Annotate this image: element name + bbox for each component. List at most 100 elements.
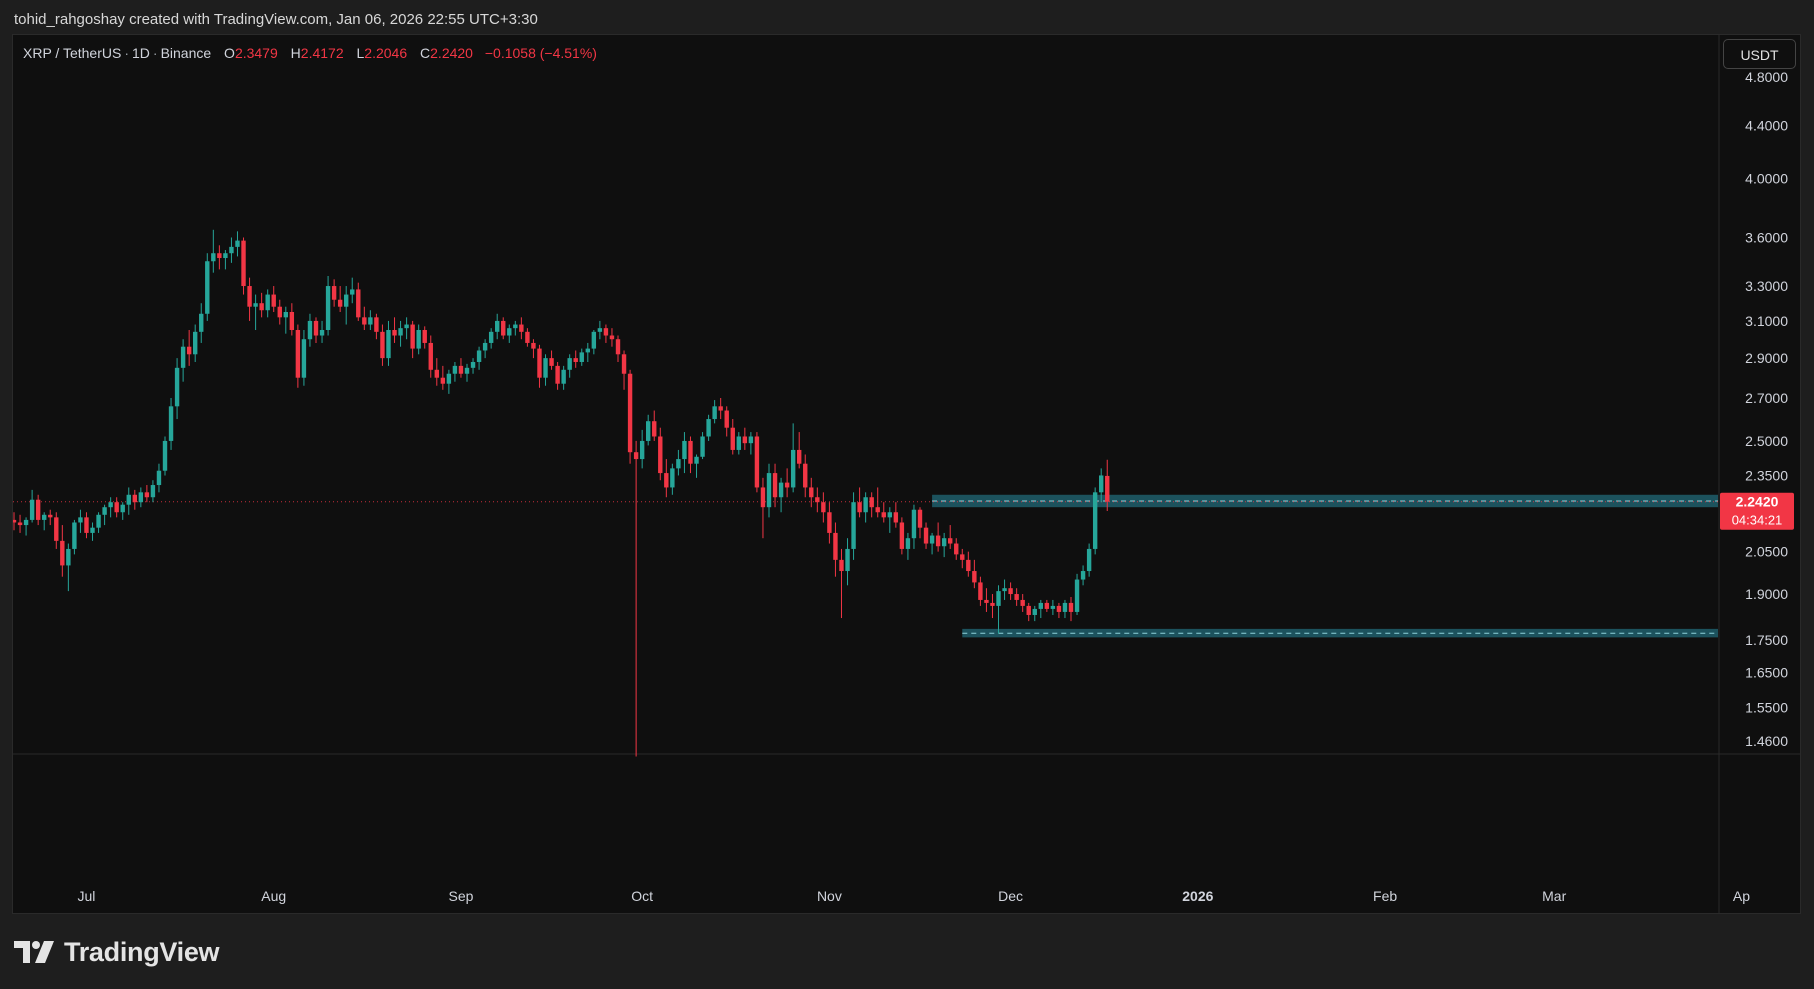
bearish-candle — [984, 588, 989, 612]
candle-body — [90, 527, 95, 533]
bearish-candle — [772, 463, 778, 508]
bearish-candle — [337, 286, 343, 312]
bullish-candle — [543, 354, 548, 386]
bearish-candle — [688, 436, 693, 474]
candle-body — [1014, 594, 1019, 600]
bearish-candle — [875, 487, 880, 518]
x-axis-tick-label: 2026 — [1182, 888, 1213, 904]
bearish-candle — [652, 410, 657, 441]
legend-close-value: 2.2420 — [430, 45, 473, 61]
candle-body — [954, 543, 959, 555]
candle-body — [676, 459, 681, 469]
bearish-candle — [658, 427, 663, 481]
bullish-candle — [199, 303, 204, 343]
bullish-candle — [1002, 579, 1007, 600]
candle-body — [718, 406, 723, 411]
candle-body — [380, 331, 385, 359]
candle-body — [301, 339, 307, 378]
candle-body — [398, 328, 403, 336]
candle-body — [482, 342, 488, 351]
candle-body — [652, 421, 657, 437]
candle-body — [253, 303, 258, 307]
bearish-candle — [13, 512, 17, 531]
candle-body — [736, 436, 741, 450]
candle-body — [476, 350, 482, 362]
chart-panel[interactable]: 4.8000 4.4000 4.0000 3.6000 3.3000 3.1000 2.90… — [12, 34, 1801, 914]
last-price-value: 2.2420 — [1736, 494, 1779, 510]
candle-body — [857, 502, 862, 513]
bearish-candle — [815, 487, 820, 513]
bullish-candle — [585, 342, 590, 362]
candle-body — [1002, 588, 1007, 592]
bearish-candle — [730, 419, 735, 455]
candle-body — [742, 436, 748, 444]
bullish-candle — [941, 532, 947, 558]
candle-body — [29, 499, 35, 520]
last-price-label-bg — [1720, 492, 1794, 530]
bearish-candle — [277, 299, 282, 325]
candle-body — [132, 494, 137, 503]
tradingview-logo-icon — [14, 941, 54, 963]
candle-body — [289, 311, 295, 330]
candle-body — [567, 358, 572, 370]
candle-body — [199, 313, 204, 332]
bearish-candle — [17, 514, 23, 533]
candle-body — [996, 591, 1001, 606]
candlestick-chart[interactable]: 4.8000 4.4000 4.0000 3.6000 3.3000 3.1000 2.90… — [13, 35, 1800, 913]
bullish-candle — [476, 346, 482, 370]
candle-body — [537, 348, 542, 378]
candle-body — [1050, 605, 1056, 609]
candle-body — [362, 317, 367, 325]
bearish-candle — [627, 369, 633, 464]
candle-body — [875, 507, 880, 513]
bearish-candle — [1014, 588, 1019, 606]
legend-separator: · — [124, 45, 129, 61]
y-axis-tick-label: 3.3000 — [1745, 278, 1788, 294]
candle-body — [1074, 579, 1080, 612]
bullish-candle — [1050, 599, 1056, 615]
bearish-candle — [114, 497, 119, 518]
bullish-candle — [929, 532, 935, 555]
candle-body — [621, 354, 627, 374]
bearish-candle — [434, 358, 439, 386]
bearish-candle — [531, 339, 536, 359]
candle-body — [186, 346, 192, 355]
candle-body — [573, 358, 578, 362]
bearish-candle — [615, 335, 621, 362]
candle-body — [96, 514, 101, 528]
tradingview-logo[interactable]: TradingView — [14, 936, 220, 967]
legend-high-value: 2.4172 — [300, 45, 344, 61]
legend-interval: 1D — [131, 45, 150, 61]
bullish-candle — [325, 275, 331, 336]
candle-body — [658, 436, 663, 474]
bearish-candle — [603, 324, 609, 343]
bullish-candle — [452, 361, 458, 382]
currency-button[interactable]: USDT — [1723, 39, 1796, 69]
bullish-candle — [1080, 565, 1086, 586]
bearish-candle — [990, 594, 995, 619]
bullish-candle — [283, 306, 288, 334]
bearish-candle — [1020, 594, 1025, 612]
candle-body — [1020, 599, 1025, 606]
x-axis-tick-label: Oct — [631, 888, 653, 904]
bullish-candle — [845, 538, 850, 586]
candle-body — [386, 329, 391, 359]
candle-body — [941, 538, 947, 547]
candle-body — [211, 253, 216, 262]
candle-body — [144, 492, 150, 498]
bullish-candle — [766, 463, 772, 518]
y-axis-tick-label: 4.8000 — [1745, 69, 1788, 85]
candle-body — [670, 468, 675, 488]
bearish-candle — [1026, 602, 1031, 622]
bearish-candle — [821, 492, 826, 523]
bearish-candle — [289, 303, 295, 336]
candle-body — [809, 487, 814, 498]
bar-countdown: 04:34:21 — [1732, 513, 1783, 528]
bullish-candle — [482, 339, 488, 359]
candle-body — [217, 253, 222, 259]
candle-body — [404, 324, 409, 329]
candle-body — [66, 548, 71, 566]
candle-body — [464, 367, 470, 374]
tradingview-wordmark: TradingView — [64, 936, 220, 967]
candle-body — [627, 373, 633, 453]
